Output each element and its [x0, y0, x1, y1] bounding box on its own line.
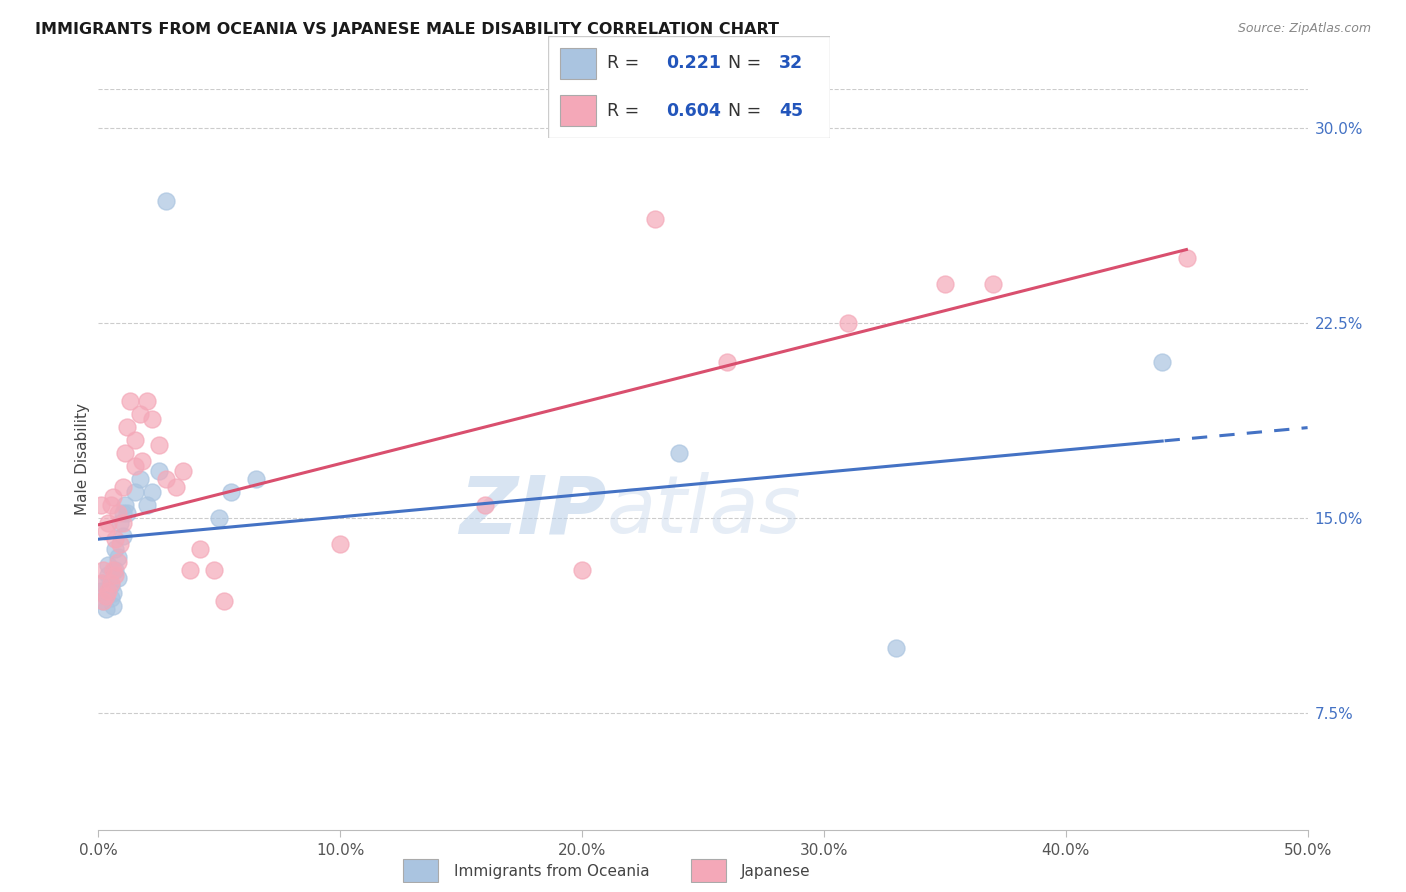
- Point: [104, 568, 127, 582]
- Point: [1175, 251, 1198, 265]
- Point: [111, 506, 134, 520]
- Point: [94, 589, 117, 603]
- Point: [934, 277, 956, 291]
- Point: [155, 194, 177, 208]
- Point: [204, 563, 226, 577]
- Point: [100, 575, 122, 590]
- Text: atlas: atlas: [606, 472, 801, 550]
- Point: [101, 563, 124, 577]
- Point: [128, 407, 150, 421]
- Point: [148, 464, 170, 478]
- Text: 0.221: 0.221: [666, 54, 721, 72]
- Point: [100, 591, 122, 606]
- Point: [981, 277, 1004, 291]
- Point: [155, 472, 177, 486]
- Point: [97, 568, 120, 582]
- Point: [221, 484, 243, 499]
- Text: Japanese: Japanese: [741, 864, 811, 879]
- Point: [141, 412, 163, 426]
- Point: [101, 586, 124, 600]
- Point: [107, 571, 129, 585]
- Point: [91, 563, 114, 577]
- Point: [94, 524, 117, 538]
- Point: [100, 498, 122, 512]
- Point: [104, 563, 127, 577]
- Point: [101, 490, 124, 504]
- Point: [571, 563, 593, 577]
- Point: [188, 541, 211, 556]
- Point: [148, 438, 170, 452]
- Point: [668, 446, 690, 460]
- Point: [97, 583, 120, 598]
- Point: [124, 484, 146, 499]
- Point: [91, 594, 114, 608]
- Point: [329, 537, 352, 551]
- Point: [208, 511, 231, 525]
- Text: N =: N =: [728, 54, 762, 72]
- Text: Immigrants from Oceania: Immigrants from Oceania: [454, 864, 650, 879]
- Point: [107, 549, 129, 564]
- Text: N =: N =: [728, 102, 762, 120]
- Point: [117, 420, 139, 434]
- Text: R =: R =: [607, 54, 640, 72]
- Point: [111, 529, 134, 543]
- Point: [172, 464, 194, 478]
- Point: [128, 472, 150, 486]
- Point: [124, 458, 146, 473]
- Point: [117, 506, 139, 520]
- Point: [111, 480, 134, 494]
- Point: [104, 541, 127, 556]
- Bar: [560, 48, 596, 78]
- Point: [97, 558, 120, 572]
- Point: [108, 537, 131, 551]
- Point: [111, 516, 134, 530]
- FancyBboxPatch shape: [548, 36, 830, 138]
- Point: [837, 316, 859, 330]
- Point: [135, 393, 157, 408]
- Point: [245, 472, 267, 486]
- Point: [165, 480, 187, 494]
- Point: [90, 575, 112, 590]
- Point: [124, 433, 146, 447]
- Point: [90, 583, 112, 598]
- Point: [886, 640, 908, 655]
- Point: [100, 578, 122, 592]
- Text: IMMIGRANTS FROM OCEANIA VS JAPANESE MALE DISABILITY CORRELATION CHART: IMMIGRANTS FROM OCEANIA VS JAPANESE MALE…: [35, 22, 779, 37]
- Point: [135, 498, 157, 512]
- Point: [97, 516, 120, 530]
- Y-axis label: Male Disability: Male Disability: [75, 403, 90, 516]
- Text: ZIP: ZIP: [458, 472, 606, 550]
- Point: [212, 594, 235, 608]
- Point: [107, 555, 129, 569]
- Point: [101, 599, 124, 614]
- Point: [91, 575, 114, 590]
- Point: [114, 498, 136, 512]
- Point: [107, 506, 129, 520]
- Text: Source: ZipAtlas.com: Source: ZipAtlas.com: [1237, 22, 1371, 36]
- Point: [131, 453, 153, 467]
- Point: [91, 594, 114, 608]
- Point: [118, 393, 141, 408]
- Text: 45: 45: [779, 102, 803, 120]
- Point: [94, 601, 117, 615]
- Point: [179, 563, 201, 577]
- Point: [108, 516, 131, 530]
- Point: [90, 498, 112, 512]
- Point: [1152, 355, 1174, 369]
- Text: 32: 32: [779, 54, 803, 72]
- Text: R =: R =: [607, 102, 640, 120]
- Point: [114, 446, 136, 460]
- Point: [716, 355, 738, 369]
- Point: [94, 589, 117, 603]
- Point: [104, 532, 127, 546]
- Point: [644, 212, 666, 227]
- Bar: [560, 95, 596, 126]
- Point: [474, 498, 496, 512]
- Point: [141, 484, 163, 499]
- Text: 0.604: 0.604: [666, 102, 721, 120]
